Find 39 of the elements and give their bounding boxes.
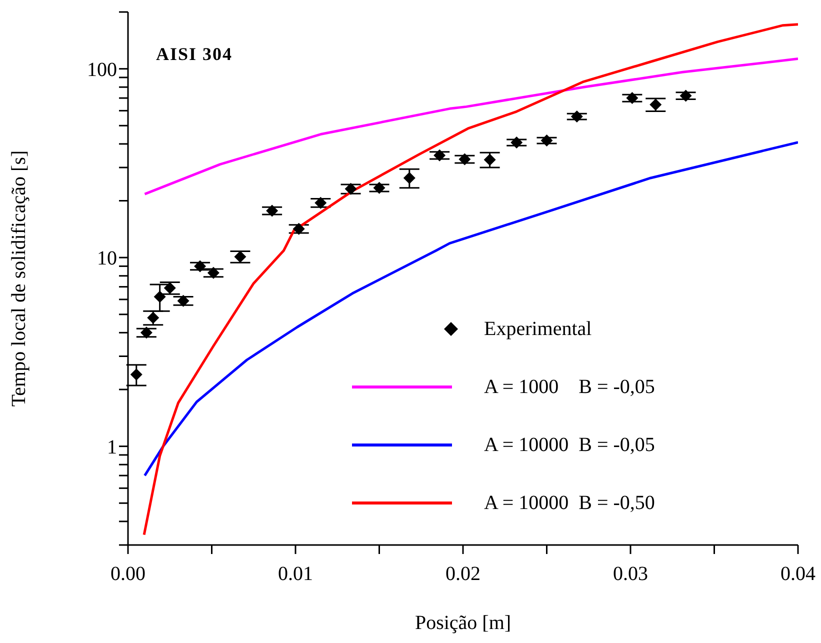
point — [194, 260, 206, 272]
point — [154, 290, 166, 303]
point — [177, 294, 190, 307]
point — [266, 204, 278, 217]
legend-label: A = 1000 B = -0,05 — [484, 376, 655, 398]
point — [484, 154, 496, 166]
point — [130, 368, 142, 381]
point — [626, 92, 638, 104]
point — [680, 90, 692, 102]
line-series — [142, 23, 798, 536]
point — [207, 266, 220, 279]
point — [373, 182, 386, 194]
point — [510, 136, 523, 149]
x-tick-label: 0.01 — [278, 563, 313, 586]
point — [650, 98, 662, 111]
legend-label: Experimental — [484, 318, 592, 340]
annotation: AISI 304 — [156, 44, 233, 65]
y-axis-title: Tempo local de solidificação [s] — [8, 150, 30, 407]
x-tick-label: 0.04 — [780, 563, 816, 586]
point — [234, 250, 246, 263]
y-tick-label: 1 — [107, 436, 117, 458]
point — [434, 149, 446, 162]
point — [140, 326, 152, 339]
point — [570, 110, 583, 122]
x-tick-label: 0.02 — [446, 563, 480, 586]
legend-label: A = 10000 B = -0,05 — [484, 434, 655, 456]
legend-label: A = 10000 B = -0,50 — [484, 492, 655, 514]
point — [344, 182, 357, 195]
point — [292, 222, 305, 235]
y-tick-label: 100 — [87, 58, 117, 81]
y-tick-label: 10 — [97, 248, 117, 270]
x-axis-title: Posição [m] — [414, 612, 512, 634]
point — [314, 196, 327, 209]
line-series — [144, 141, 798, 477]
point — [403, 172, 416, 184]
point — [458, 153, 471, 166]
x-tick-label: 0.03 — [613, 563, 648, 586]
x-tick-label: 0.00 — [110, 563, 146, 586]
point — [540, 134, 553, 147]
